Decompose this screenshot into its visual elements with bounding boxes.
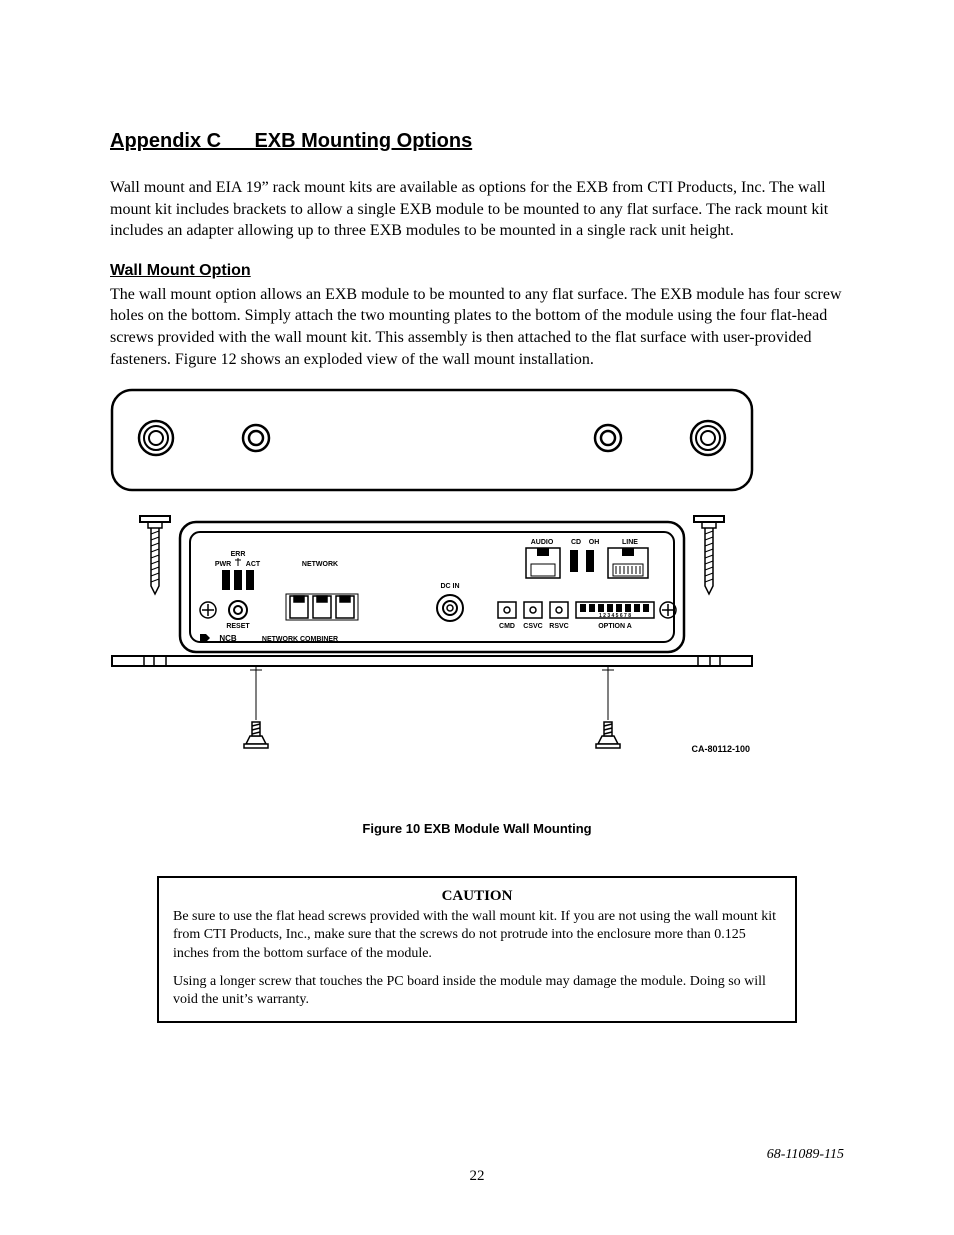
caution-box: CAUTION Be sure to use the flat head scr… <box>157 876 797 1023</box>
label-dc-in: DC IN <box>440 583 459 590</box>
label-reset: RESET <box>226 623 250 630</box>
label-cmd: CMD <box>499 623 515 630</box>
label-line: LINE <box>622 539 638 546</box>
label-option-a: OPTION A <box>598 623 632 630</box>
figure-exploded-view: ERR PWR ACT RESET NETWORK <box>110 388 844 773</box>
figure-part-number: CA-80112-100 <box>691 744 750 754</box>
label-act: ACT <box>246 561 261 568</box>
intro-paragraph: Wall mount and EIA 19” rack mount kits a… <box>110 177 844 242</box>
exb-module-front-icon: ERR PWR ACT RESET NETWORK <box>112 516 752 676</box>
page-number: 22 <box>470 1168 485 1184</box>
figure-caption: Figure 10 EXB Module Wall Mounting <box>110 821 844 836</box>
label-network: NETWORK <box>302 561 338 568</box>
mounting-plate-icon <box>112 390 752 490</box>
wall-mount-paragraph: The wall mount option allows an EXB modu… <box>110 284 844 370</box>
caution-title: CAUTION <box>173 888 781 905</box>
label-cd: CD <box>571 539 581 546</box>
label-err: ERR <box>231 551 246 558</box>
label-rsvc: RSVC <box>549 623 568 630</box>
screw-right-icon <box>694 516 724 594</box>
label-oh: OH <box>589 539 600 546</box>
screw-left-icon <box>140 516 170 594</box>
document-number: 68-11089-115 <box>767 1147 844 1163</box>
label-dip-numbers: 1 2 3 4 5 6 7 8 <box>599 613 631 619</box>
caution-p1: Be sure to use the flat head screws prov… <box>173 908 781 963</box>
wall-mount-diagram-svg: ERR PWR ACT RESET NETWORK <box>110 388 844 768</box>
caution-p2: Using a longer screw that touches the PC… <box>173 973 781 1009</box>
wall-mount-heading: Wall Mount Option <box>110 262 844 280</box>
label-ncb: NCB <box>219 634 237 643</box>
label-csvc: CSVC <box>523 623 542 630</box>
label-network-combiner: NETWORK COMBINER <box>262 636 338 643</box>
appendix-title: Appendix C EXB Mounting Options <box>110 130 844 153</box>
label-pwr: PWR <box>215 561 231 568</box>
label-audio: AUDIO <box>531 539 554 546</box>
page: Appendix C EXB Mounting Options Wall mou… <box>0 0 954 1235</box>
flathead-screws-icon <box>244 676 620 748</box>
